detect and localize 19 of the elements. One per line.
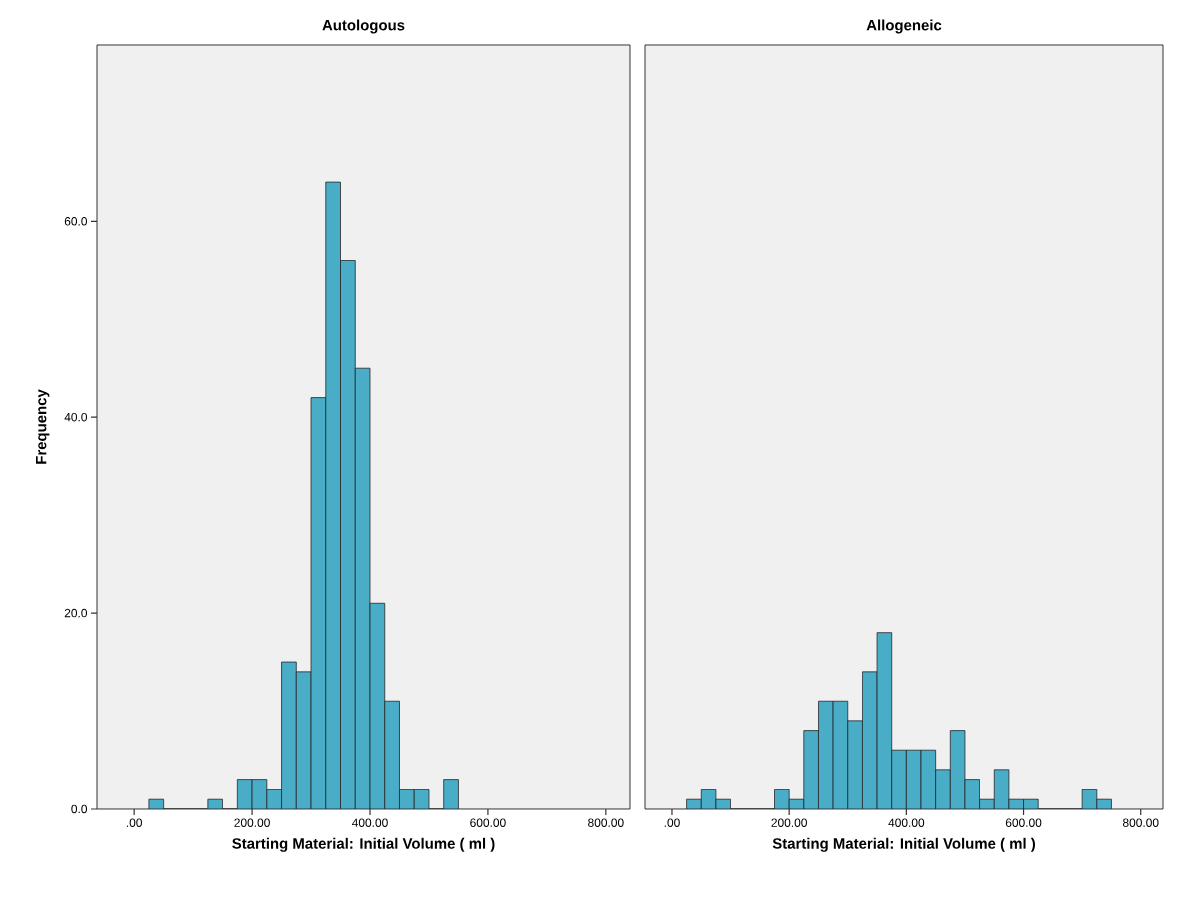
- x-tick-label: 600.00: [470, 818, 506, 827]
- x-tick-label: 400.00: [351, 818, 388, 827]
- x-tick-label: 200.00: [234, 818, 270, 827]
- x-tick-label: .00: [126, 818, 142, 827]
- x-tick-label: 400.00: [888, 818, 925, 827]
- y-tick-label: 60.0: [64, 217, 88, 226]
- x-tick-label: 800.00: [588, 818, 624, 827]
- x-axis-title: Starting Material: Initial Volume ( ml ): [772, 837, 1036, 852]
- y-tick-label: 20.0: [64, 608, 88, 618]
- x-axis-title: Starting Material: Initial Volume ( ml ): [232, 837, 495, 852]
- x-tick-label: .00: [664, 818, 680, 827]
- x-tick-label: 200.00: [771, 818, 807, 827]
- chart-title: Allogeneic: [866, 19, 942, 34]
- y-tick-label: 0.0: [71, 804, 88, 814]
- x-tick-label: 600.00: [1005, 818, 1042, 827]
- y-tick-label: 40.0: [64, 412, 88, 422]
- y-axis-title: Frequency: [36, 389, 50, 464]
- x-tick-label: 800.00: [1122, 818, 1159, 827]
- chart-title: Autologous: [322, 19, 405, 34]
